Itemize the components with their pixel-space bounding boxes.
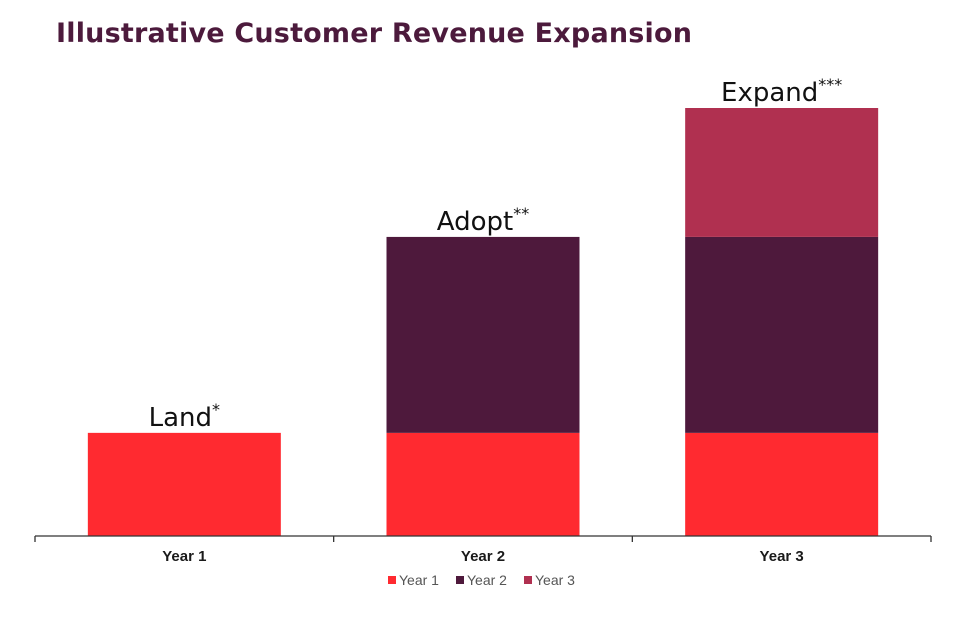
x-tick-label: Year 3: [760, 548, 804, 565]
bar-year-3-series-1: [685, 432, 879, 536]
legend-label: Year 3: [535, 572, 575, 588]
x-tick-label: Year 2: [461, 548, 505, 565]
bar-year-3-series-3: [685, 108, 879, 237]
bar-year-2-series-2: [386, 236, 580, 433]
bar-label-year-3: Expand***: [721, 75, 842, 108]
bars-layer: [87, 108, 879, 536]
legend-swatch: [388, 576, 396, 584]
bar-label-year-2: Adopt**: [437, 204, 529, 237]
x-axis: Year 1 Year 2 Year 3: [34, 535, 932, 565]
bar-labels-layer: Land* Adopt** Expand***: [149, 75, 843, 433]
legend-label: Year 1: [399, 572, 439, 588]
bar-year-1-series-1: [87, 432, 281, 536]
bar-year-3-series-2: [685, 236, 879, 433]
legend: Year 1 Year 2 Year 3: [388, 572, 575, 588]
x-tick-label: Year 1: [162, 548, 206, 565]
legend-swatch: [456, 576, 464, 584]
bar-year-2-series-1: [386, 432, 580, 536]
legend-swatch: [524, 576, 532, 584]
chart-title: Illustrative Customer Revenue Expansion: [56, 18, 693, 49]
legend-label: Year 2: [467, 572, 507, 588]
bar-label-year-1: Land*: [149, 400, 220, 433]
